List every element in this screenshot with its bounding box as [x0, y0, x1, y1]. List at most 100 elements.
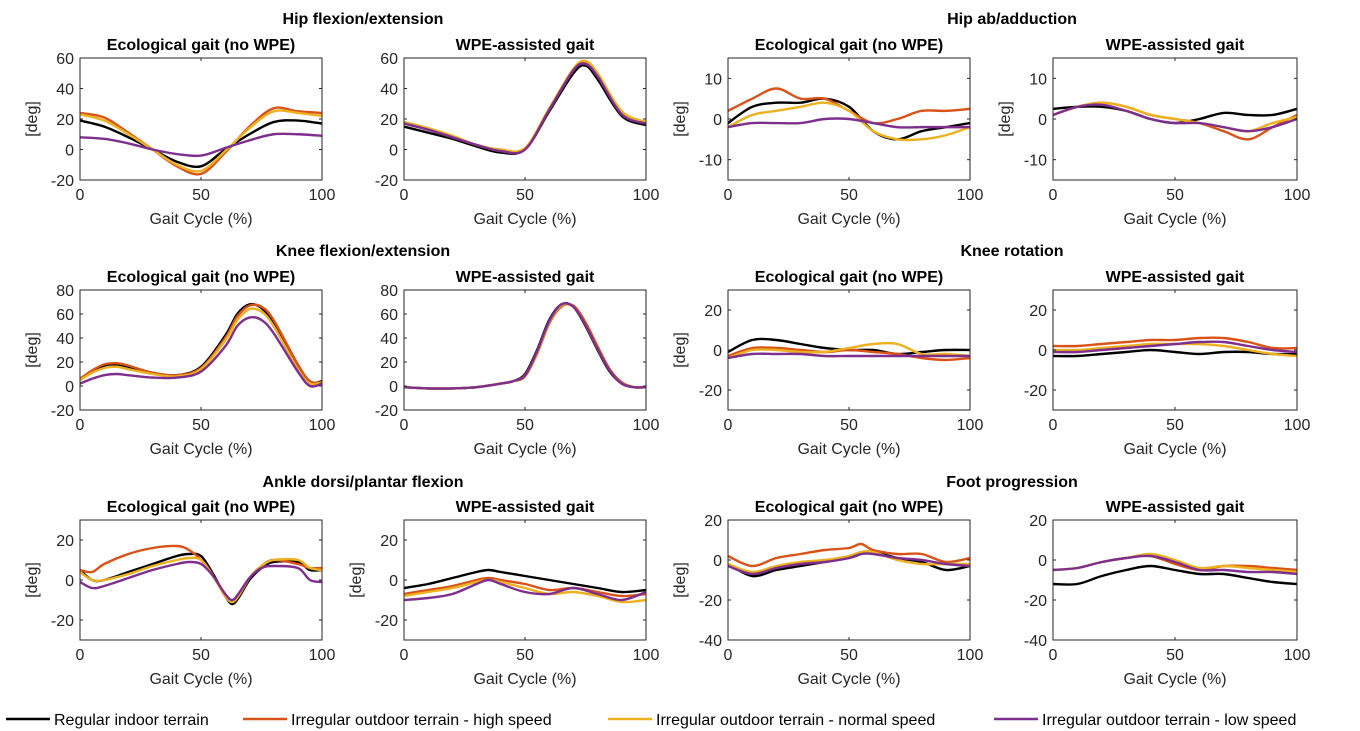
series-line-3	[404, 62, 646, 155]
axes-box	[79, 519, 323, 641]
x-tick-label: 50	[840, 647, 858, 664]
panel-title: WPE-assisted gait	[1106, 269, 1245, 286]
y-tick-label: 20	[56, 355, 74, 372]
series-line-3	[80, 315, 322, 388]
y-tick-label: 40	[56, 331, 74, 348]
y-tick-label: 0	[1038, 112, 1047, 129]
x-tick-label: 50	[516, 187, 534, 204]
x-tick-label: 50	[840, 187, 858, 204]
y-axis-label: [deg]	[672, 332, 689, 368]
y-tick-label: -20	[699, 383, 722, 400]
series-line-2	[404, 578, 646, 604]
y-tick-label: 20	[56, 533, 74, 550]
series-line-1	[728, 542, 970, 568]
x-tick-label: 50	[192, 417, 210, 434]
series-line-1	[404, 576, 646, 598]
y-tick-label: 20	[56, 112, 74, 129]
group-title-hip-flexion: Hip flexion/extension	[283, 11, 444, 28]
x-tick-label: 0	[76, 647, 85, 664]
x-tick-label: 100	[1284, 187, 1311, 204]
x-tick-label: 50	[516, 647, 534, 664]
x-tick-label: 100	[1284, 647, 1311, 664]
series-lines	[80, 302, 322, 388]
y-tick-label: 0	[65, 143, 74, 160]
x-tick-label: 0	[724, 647, 733, 664]
chart-panel: Ecological gait (no WPE)0 50 100-200204060…	[24, 269, 335, 458]
series-lines	[404, 302, 646, 390]
x-tick-label: 0	[724, 187, 733, 204]
legend-label: Regular indoor terrain	[54, 712, 209, 729]
x-tick-label: 100	[957, 417, 984, 434]
panel-title: Ecological gait (no WPE)	[755, 269, 943, 286]
series-lines	[728, 87, 970, 142]
y-tick-label: 20	[704, 303, 722, 320]
axes-box	[79, 57, 323, 181]
x-tick-label: 0	[76, 187, 85, 204]
series-line-2	[80, 109, 322, 173]
panel-title: WPE-assisted gait	[456, 269, 595, 286]
series-lines	[1053, 552, 1297, 586]
y-tick-label: 40	[56, 82, 74, 99]
x-axis-label: Gait Cycle (%)	[149, 671, 252, 688]
series-line-3	[1053, 340, 1297, 354]
chart-panel: WPE-assisted gait 0 50 100 -40 -20 0 20 Gait Cyc…	[1024, 499, 1311, 688]
y-tick-label: 0	[65, 379, 74, 396]
y-tick-label: 60	[380, 51, 398, 68]
x-axis-label: Gait Cycle (%)	[473, 671, 576, 688]
series-line-3	[728, 552, 970, 576]
group-title-hip-abduction: Hip ab/adduction	[947, 11, 1077, 28]
x-tick-label: 100	[309, 417, 336, 434]
y-tick-label: -20	[1024, 383, 1047, 400]
y-tick-label: 0	[1038, 343, 1047, 360]
y-tick-label: -20	[51, 403, 74, 420]
y-tick-label: 10	[704, 71, 722, 88]
y-tick-label: 0	[713, 343, 722, 360]
series-line-3	[728, 117, 970, 129]
legend-label: Irregular outdoor terrain - low speed	[1042, 712, 1296, 729]
series-lines	[728, 337, 970, 362]
x-axis-label: Gait Cycle (%)	[1123, 441, 1226, 458]
y-tick-label: -20	[51, 173, 74, 190]
panel-title: Ecological gait (no WPE)	[755, 37, 943, 54]
group-titles: Hip flexion/extension Hip ab/adduction K…	[263, 11, 1078, 491]
series-line-0	[1053, 564, 1297, 586]
y-tick-label: 20	[1029, 303, 1047, 320]
series-line-1	[404, 61, 646, 155]
chart-panels: Ecological gait (no WPE)0 50 100-200204060…	[24, 37, 1310, 688]
series-line-2	[80, 307, 322, 386]
series-line-0	[728, 97, 970, 141]
y-tick-label: -20	[375, 173, 398, 190]
x-tick-label: 50	[1166, 647, 1184, 664]
panel-title: WPE-assisted gait	[456, 499, 595, 516]
y-tick-label: 20	[380, 355, 398, 372]
y-tick-label: 20	[1029, 513, 1047, 530]
x-tick-label: 100	[633, 647, 660, 664]
x-axis-label: Gait Cycle (%)	[473, 211, 576, 228]
x-tick-label: 0	[400, 417, 409, 434]
series-lines	[80, 106, 322, 176]
x-tick-label: 0	[76, 417, 85, 434]
series-lines	[404, 568, 646, 604]
x-tick-label: 100	[309, 187, 336, 204]
y-tick-label: -40	[699, 633, 722, 650]
y-tick-label: -10	[699, 153, 722, 170]
series-lines	[80, 544, 322, 606]
axes-box	[403, 57, 647, 181]
legend-item: Irregular outdoor terrain - low speed	[994, 712, 1296, 729]
x-axis-label: Gait Cycle (%)	[1123, 211, 1226, 228]
x-tick-label: 100	[633, 187, 660, 204]
x-tick-label: 50	[1166, 417, 1184, 434]
series-line-3	[404, 302, 646, 390]
y-tick-label: 20	[704, 513, 722, 530]
group-title-foot-progression: Foot progression	[946, 474, 1078, 491]
x-tick-label: 0	[724, 417, 733, 434]
y-tick-label: 60	[380, 307, 398, 324]
x-tick-label: 0	[400, 647, 409, 664]
series-line-1	[80, 544, 322, 604]
series-line-0	[1053, 348, 1297, 358]
y-axis-label: [deg]	[997, 101, 1014, 137]
